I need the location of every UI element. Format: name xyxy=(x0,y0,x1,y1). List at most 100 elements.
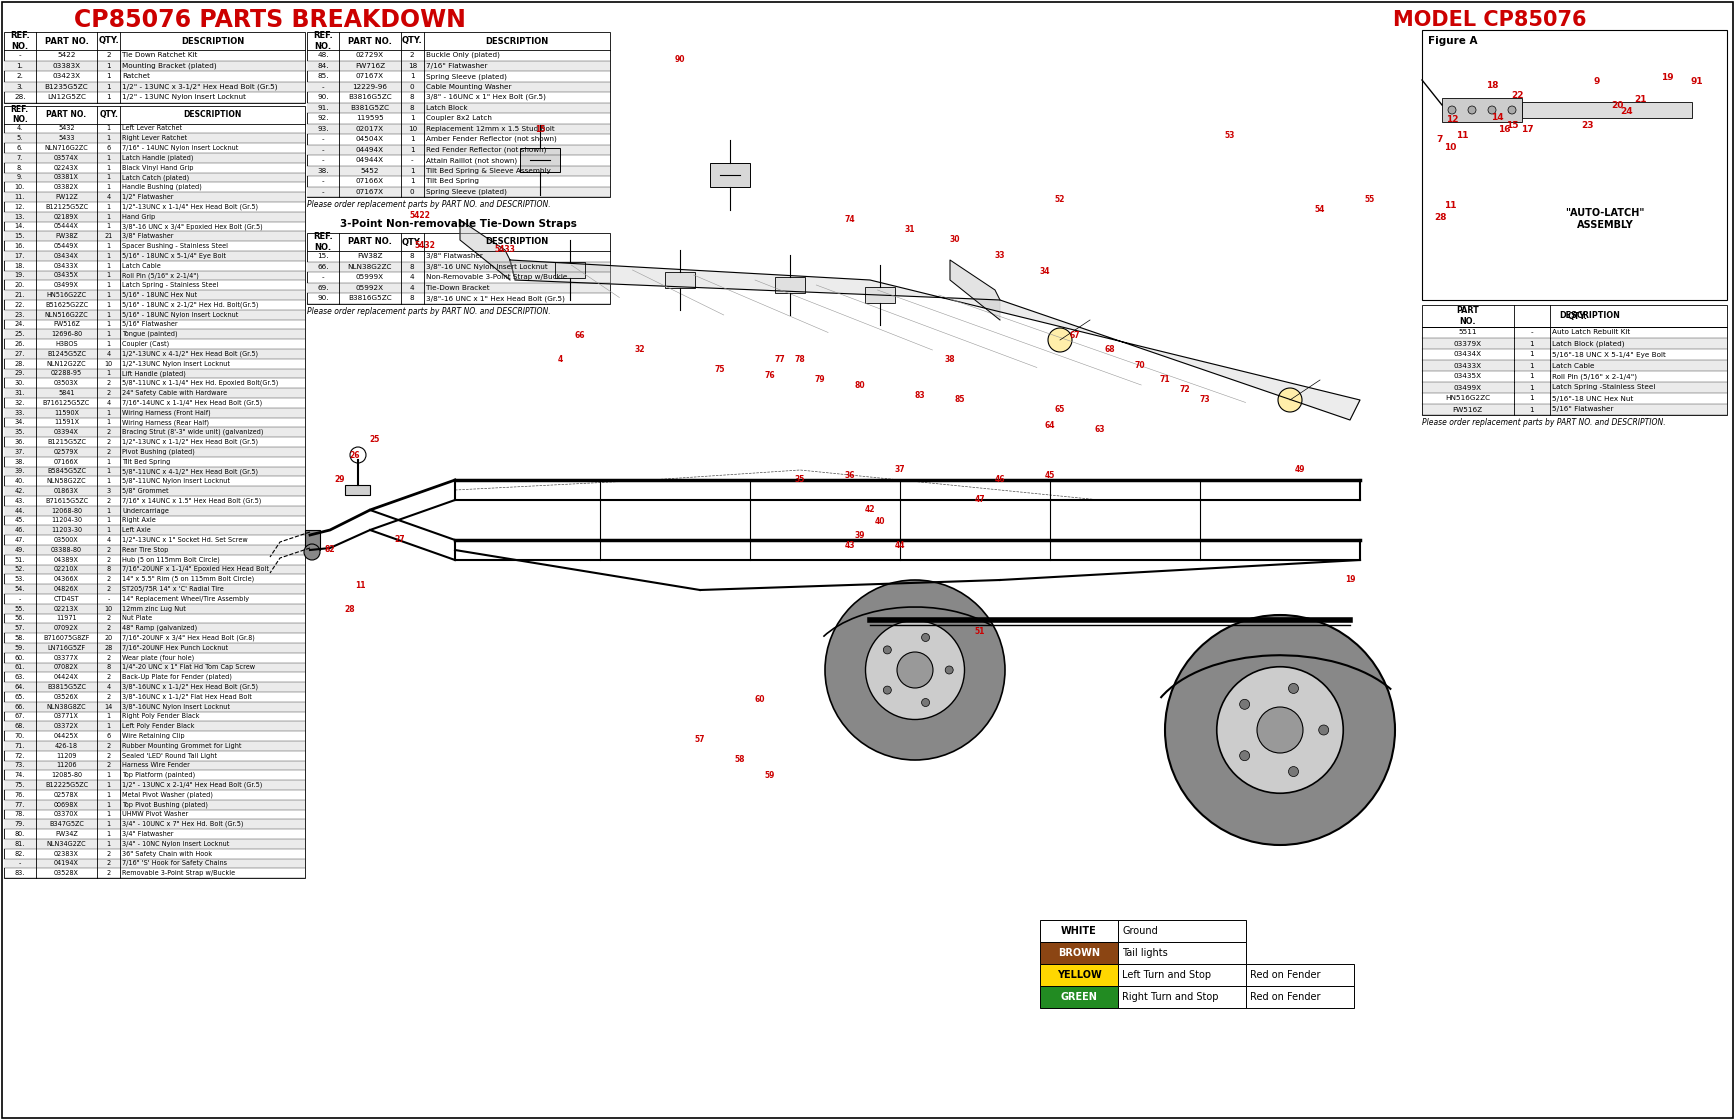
Text: 1: 1 xyxy=(1530,340,1534,346)
Text: ST205/75R 14" x 'C' Radial Tire: ST205/75R 14" x 'C' Radial Tire xyxy=(121,586,224,592)
Text: 5/8" Grommet: 5/8" Grommet xyxy=(121,488,168,494)
Text: 75.: 75. xyxy=(14,782,24,788)
Text: 7/16" - 14UNC Nylon Insert Locknut: 7/16" - 14UNC Nylon Insert Locknut xyxy=(121,144,238,151)
Text: 05449X: 05449X xyxy=(54,243,80,249)
Text: 5/16"-18 UNC Hex Nut: 5/16"-18 UNC Hex Nut xyxy=(1553,395,1633,401)
Text: 23: 23 xyxy=(1581,121,1593,130)
Text: 02189X: 02189X xyxy=(54,214,80,220)
Text: 1: 1 xyxy=(1530,363,1534,368)
Bar xyxy=(345,485,370,495)
Text: 64.: 64. xyxy=(14,684,24,690)
Circle shape xyxy=(1289,766,1298,776)
Text: Please order replacement parts by PART NO. and DESCRIPTION.: Please order replacement parts by PART N… xyxy=(307,307,550,316)
Text: Ground: Ground xyxy=(1123,926,1157,936)
Text: NLN516G2ZC: NLN516G2ZC xyxy=(45,311,88,318)
Text: 93.: 93. xyxy=(318,125,328,132)
Text: 3/8"-16UNC Nylon Insert Locknut: 3/8"-16UNC Nylon Insert Locknut xyxy=(121,703,229,710)
Text: 23.: 23. xyxy=(14,311,24,318)
Text: 02017X: 02017X xyxy=(356,125,383,132)
Text: GREEN: GREEN xyxy=(1060,992,1098,1002)
Text: NLN34G2ZC: NLN34G2ZC xyxy=(47,841,87,847)
Text: 44: 44 xyxy=(895,541,906,550)
Bar xyxy=(307,32,611,197)
Text: 51.: 51. xyxy=(14,557,24,562)
Text: 64: 64 xyxy=(1044,420,1055,429)
Bar xyxy=(3,153,305,162)
Text: 1: 1 xyxy=(106,243,111,249)
Text: 4: 4 xyxy=(409,284,415,291)
Text: 05999X: 05999X xyxy=(356,274,383,280)
Text: 80.: 80. xyxy=(14,831,24,837)
Bar xyxy=(1117,964,1246,986)
Text: BROWN: BROWN xyxy=(1058,948,1100,958)
Text: 38.: 38. xyxy=(14,458,24,465)
Text: 02288-95: 02288-95 xyxy=(50,371,82,376)
Text: 7/16"-14UNC x 1-1/4" Hex Head Bolt (Gr.5): 7/16"-14UNC x 1-1/4" Hex Head Bolt (Gr.5… xyxy=(121,400,262,407)
Text: 8: 8 xyxy=(409,94,415,101)
Circle shape xyxy=(1239,699,1249,709)
Text: 37.: 37. xyxy=(14,449,24,455)
Text: -: - xyxy=(1530,329,1534,336)
Text: Right Poly Fender Black: Right Poly Fender Black xyxy=(121,713,200,719)
Text: CTD4ST: CTD4ST xyxy=(54,596,80,601)
Text: Latch Block: Latch Block xyxy=(425,105,467,111)
Text: 31.: 31. xyxy=(14,390,24,396)
Bar xyxy=(3,624,305,633)
Text: 19: 19 xyxy=(1345,576,1355,585)
Text: 02383X: 02383X xyxy=(54,850,80,857)
Text: 03435X: 03435X xyxy=(1454,373,1482,380)
Text: 68.: 68. xyxy=(14,724,24,729)
Text: 21.: 21. xyxy=(14,292,24,298)
Text: Undercarriage: Undercarriage xyxy=(121,507,168,514)
Text: Latch Block (plated): Latch Block (plated) xyxy=(1553,340,1624,347)
Text: 1: 1 xyxy=(106,831,111,837)
Text: Sealed 'LED' Round Tail Light: Sealed 'LED' Round Tail Light xyxy=(121,753,217,758)
Text: Red on Fender: Red on Fender xyxy=(1249,970,1320,980)
Bar xyxy=(3,467,305,476)
Bar xyxy=(555,262,585,278)
Text: -: - xyxy=(321,84,324,90)
Text: 03379X: 03379X xyxy=(1454,340,1482,346)
Bar xyxy=(307,233,611,304)
Circle shape xyxy=(866,620,965,719)
Text: 03370X: 03370X xyxy=(54,811,78,818)
Text: 3/4" - 10NC Nylon Insert Locknut: 3/4" - 10NC Nylon Insert Locknut xyxy=(121,841,229,847)
Text: 1: 1 xyxy=(106,419,111,426)
Text: 20: 20 xyxy=(1610,101,1624,110)
Text: 2: 2 xyxy=(106,576,111,582)
Text: 03434X: 03434X xyxy=(54,253,80,259)
Text: FW716Z: FW716Z xyxy=(356,63,385,68)
Text: 32.: 32. xyxy=(14,400,24,405)
Text: 58.: 58. xyxy=(14,635,24,641)
Bar xyxy=(1117,942,1246,964)
Text: Tie-Down Bracket: Tie-Down Bracket xyxy=(425,284,489,291)
Text: 02578X: 02578X xyxy=(54,792,80,797)
Text: B5845G5ZC: B5845G5ZC xyxy=(47,468,87,475)
Text: 2: 2 xyxy=(106,497,111,504)
Text: MODEL CP85076: MODEL CP85076 xyxy=(1393,10,1588,30)
Text: 7/16" Flatwasher: 7/16" Flatwasher xyxy=(425,63,488,68)
Text: -: - xyxy=(19,860,21,867)
Text: 2: 2 xyxy=(106,693,111,700)
Text: 46: 46 xyxy=(994,476,1005,485)
Text: B3816G5ZC: B3816G5ZC xyxy=(349,296,392,301)
Text: 24: 24 xyxy=(1620,108,1633,116)
Text: 5/8"-11UNC x 1-1/4" Hex Hd. Epoxied Bolt(Gr.5): 5/8"-11UNC x 1-1/4" Hex Hd. Epoxied Bolt… xyxy=(121,380,278,386)
Text: 36.: 36. xyxy=(14,439,24,445)
Text: 2: 2 xyxy=(106,429,111,436)
Text: 67: 67 xyxy=(1070,330,1081,339)
Text: HN516G2ZC: HN516G2ZC xyxy=(47,292,87,298)
Text: 73: 73 xyxy=(1199,395,1211,404)
Text: 74: 74 xyxy=(845,215,855,224)
Text: 49: 49 xyxy=(1294,466,1305,475)
Text: Wire Retaining Clip: Wire Retaining Clip xyxy=(121,732,184,739)
Text: B71615G5ZC: B71615G5ZC xyxy=(45,497,88,504)
Text: 1: 1 xyxy=(106,253,111,259)
Text: Removable 3-Point Strap w/Buckle: Removable 3-Point Strap w/Buckle xyxy=(121,870,234,876)
Text: 5/8"-11UNC x 4-1/2" Hex Head Bolt (Gr.5): 5/8"-11UNC x 4-1/2" Hex Head Bolt (Gr.5) xyxy=(121,468,259,475)
Text: 14" Replacement Wheel/Tire Assembly: 14" Replacement Wheel/Tire Assembly xyxy=(121,596,250,601)
Text: 1: 1 xyxy=(106,811,111,818)
Text: 25.: 25. xyxy=(14,332,24,337)
Bar xyxy=(1423,360,1726,371)
Text: 04366X: 04366X xyxy=(54,576,80,582)
